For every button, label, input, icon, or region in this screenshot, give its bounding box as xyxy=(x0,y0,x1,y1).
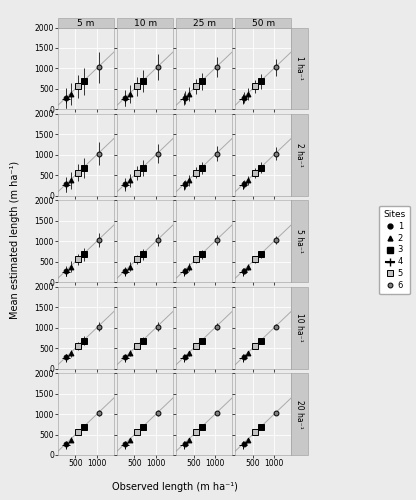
Legend: 1, 2, 3, 4, 5, 6: 1, 2, 3, 4, 5, 6 xyxy=(379,206,410,294)
Text: 5 ha⁻¹: 5 ha⁻¹ xyxy=(295,230,304,253)
Text: 10 ha⁻¹: 10 ha⁻¹ xyxy=(295,314,304,342)
Text: Mean estimated length (m ha⁻¹): Mean estimated length (m ha⁻¹) xyxy=(10,161,20,319)
Text: 1 ha⁻¹: 1 ha⁻¹ xyxy=(295,56,304,80)
Text: Observed length (m ha⁻¹): Observed length (m ha⁻¹) xyxy=(112,482,238,492)
Text: 2 ha⁻¹: 2 ha⁻¹ xyxy=(295,143,304,167)
Text: 20 ha⁻¹: 20 ha⁻¹ xyxy=(295,400,304,428)
Text: 25 m: 25 m xyxy=(193,18,216,28)
Text: 5 m: 5 m xyxy=(77,18,95,28)
Text: 10 m: 10 m xyxy=(134,18,157,28)
Text: 50 m: 50 m xyxy=(252,18,275,28)
